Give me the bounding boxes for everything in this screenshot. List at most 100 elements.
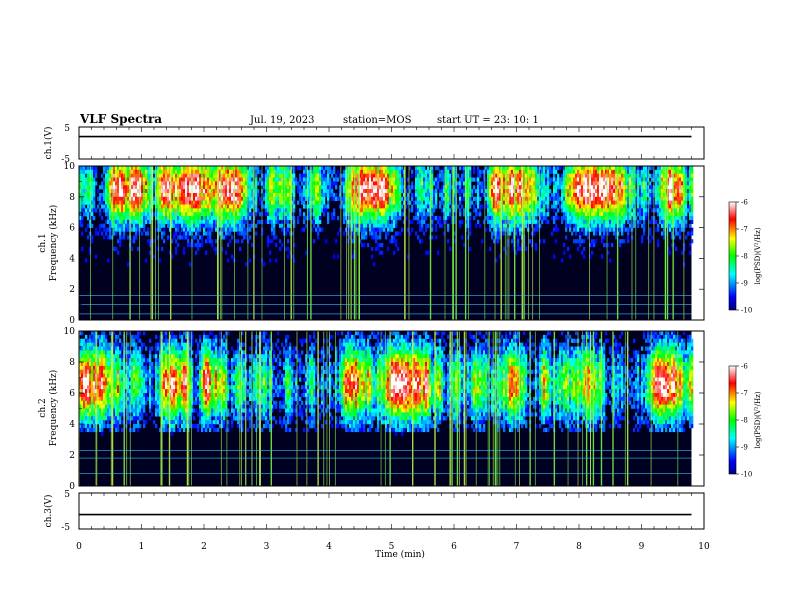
- spectrogram-cell: [339, 192, 342, 198]
- spectrogram-cell: [377, 189, 380, 194]
- spectrogram-cell: [615, 235, 618, 240]
- spectrogram-cell: [181, 181, 184, 186]
- spectrogram-cell: [375, 196, 378, 201]
- spectrogram-cell: [251, 196, 254, 201]
- spectrogram-cell: [673, 204, 676, 209]
- spectrogram-cell: [561, 189, 564, 194]
- spectrogram-cell: [439, 200, 442, 205]
- spectrogram-cell: [485, 196, 488, 201]
- spectrogram-cell: [647, 173, 650, 178]
- spectrogram-cell: [643, 166, 646, 171]
- spectrogram-cell: [187, 166, 190, 171]
- spectrogram-cell: [411, 208, 414, 213]
- spectrogram-cell: [569, 204, 572, 209]
- spectrogram-cell: [431, 235, 434, 240]
- spectrogram-cell: [567, 246, 570, 251]
- spectrogram-cell: [91, 223, 94, 228]
- spectrogram-cell: [503, 185, 506, 190]
- spectrogram-cell: [277, 166, 280, 171]
- spectrogram-cell: [519, 173, 522, 178]
- spectrogram-cell: [625, 227, 628, 232]
- spectrogram-cell: [487, 204, 490, 209]
- spectrogram-cell: [639, 216, 642, 221]
- spectrogram-cell: [351, 169, 354, 174]
- spectrogram-cell: [589, 192, 592, 198]
- spectrogram-cell: [101, 223, 104, 228]
- spectrogram-cell: [509, 177, 512, 182]
- spectrogram-cell: [145, 200, 148, 205]
- spectrogram-cell: [459, 181, 462, 186]
- spectrogram-cell: [605, 231, 608, 236]
- spectrogram-cell: [91, 239, 94, 244]
- spectrogram-cell: [155, 185, 158, 190]
- spectrogram-cell: [373, 200, 376, 205]
- spectrogram-cell: [581, 166, 584, 171]
- spectrogram-cell: [105, 166, 108, 171]
- spectrogram-cell: [553, 189, 556, 194]
- spectrogram-cell: [633, 169, 636, 174]
- spectrogram-cell: [469, 204, 472, 209]
- spectrogram-cell: [485, 169, 488, 174]
- spectrogram-cell: [649, 189, 652, 194]
- spectrogram-cell: [639, 177, 642, 182]
- spectrogram-cell: [499, 235, 502, 240]
- spectrogram-cell: [227, 189, 230, 194]
- spectrogram-cell: [371, 196, 374, 201]
- spectrogram-cell: [229, 231, 232, 236]
- spectrogram-cell: [271, 173, 274, 178]
- spectrogram-cell: [105, 231, 108, 236]
- spectrogram-cell: [681, 196, 684, 201]
- spectrogram-cell: [171, 189, 174, 194]
- spectrogram-cell: [639, 189, 642, 194]
- spectrogram-cell: [645, 173, 648, 178]
- spectrogram-cell: [487, 189, 490, 194]
- spectrogram-cell: [141, 185, 144, 190]
- spectrogram-cell: [517, 243, 520, 248]
- spectrogram-cell: [173, 231, 176, 236]
- spectrogram-cell: [133, 239, 136, 244]
- spectrogram-cell: [527, 196, 530, 201]
- spectrogram-cell: [119, 212, 122, 217]
- spectrogram-cell: [571, 219, 574, 225]
- spectrogram-cell: [361, 219, 364, 225]
- spectrogram-cell: [165, 216, 168, 221]
- spectrogram-cell: [213, 181, 216, 186]
- spectrogram-cell: [415, 173, 418, 178]
- spectrogram-cell: [449, 196, 452, 201]
- spectrogram-cell: [143, 173, 146, 178]
- spectrogram-cell: [133, 192, 136, 198]
- spectrogram-cell: [227, 196, 230, 201]
- spectrogram-cell: [503, 231, 506, 236]
- spectrogram-cell: [309, 204, 312, 209]
- spectrogram-cell: [313, 212, 316, 217]
- spectrogram-cell: [111, 173, 114, 178]
- spectrogram-cell: [427, 169, 430, 174]
- spectrogram-cell: [223, 212, 226, 217]
- spectrogram-cell: [383, 204, 386, 209]
- spectrogram-cell: [681, 223, 684, 228]
- spectrogram-cell: [143, 181, 146, 186]
- spectrogram-cell: [639, 192, 642, 198]
- spectrogram-cell: [105, 173, 108, 178]
- spectrogram-cell: [471, 177, 474, 182]
- spectrogram-cell: [313, 219, 316, 225]
- spectrogram-cell: [359, 173, 362, 178]
- spectrogram-cell: [115, 212, 118, 217]
- spectrogram-cell: [547, 189, 550, 194]
- spectrogram-cell: [511, 173, 514, 178]
- spectrogram-cell: [155, 227, 158, 232]
- spectrogram-cell: [333, 196, 336, 201]
- spectrogram-cell: [205, 239, 208, 244]
- spectrogram-cell: [107, 204, 110, 209]
- spectrogram-cell: [161, 192, 164, 198]
- spectrogram-cell: [477, 185, 480, 190]
- spectrogram-cell: [123, 208, 126, 213]
- spectrogram-cell: [507, 243, 510, 248]
- spectrogram-cell: [639, 208, 642, 213]
- spectrogram-cell: [199, 243, 202, 248]
- spectrogram-cell: [215, 239, 218, 244]
- spectrogram-cell: [275, 169, 278, 174]
- spectrogram-cell: [147, 185, 150, 190]
- spectrogram-cell: [445, 177, 448, 182]
- spectrogram-cell: [177, 192, 180, 198]
